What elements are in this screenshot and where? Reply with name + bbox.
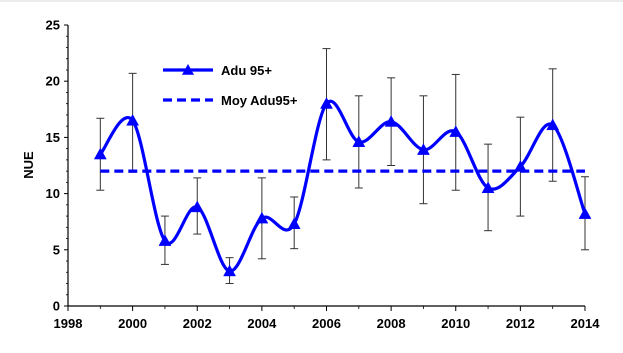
y-tick-label: 15 [46, 130, 60, 145]
data-point-triangle [352, 135, 366, 147]
data-point-triangle [481, 181, 495, 194]
data-point-triangle [417, 143, 430, 155]
legend-label-adu95: Adu 95+ [221, 63, 272, 78]
y-tick-label: 25 [46, 18, 60, 33]
x-tick-label: 2006 [312, 316, 341, 331]
data-point-triangle [255, 211, 269, 224]
data-point-triangle [126, 114, 140, 126]
y-tick-label: 20 [46, 74, 60, 89]
data-point-triangle [190, 200, 204, 213]
y-tick-label: 10 [46, 186, 60, 201]
x-tick-label: 2010 [441, 316, 470, 331]
data-point-triangle [287, 217, 301, 229]
data-point-triangle [546, 118, 560, 131]
x-tick-label: 2012 [506, 316, 535, 331]
x-tick-label: 2002 [183, 316, 212, 331]
x-tick-label: 2000 [118, 316, 147, 331]
y-tick-label: 0 [53, 299, 60, 314]
x-tick-label: 2004 [247, 316, 277, 331]
data-point-triangle [158, 234, 172, 246]
data-point-triangle [384, 115, 398, 127]
data-point-triangle [513, 160, 527, 172]
data-point-triangle [223, 264, 236, 277]
y-axis-title: NUE [21, 151, 36, 179]
series-line-adu95 [99, 99, 587, 273]
y-tick-label: 5 [53, 242, 60, 257]
legend-label-moy-adu95: Moy Adu95+ [221, 93, 298, 108]
x-tick-label: 2008 [377, 316, 406, 331]
data-point-triangle [93, 147, 107, 160]
data-point-triangle [320, 97, 333, 109]
legend-marker-triangle [182, 64, 194, 75]
data-point-triangle [578, 207, 592, 219]
data-point-triangle [449, 125, 463, 137]
x-tick-label: 2014 [571, 316, 601, 331]
x-tick-label: 1998 [54, 316, 83, 331]
